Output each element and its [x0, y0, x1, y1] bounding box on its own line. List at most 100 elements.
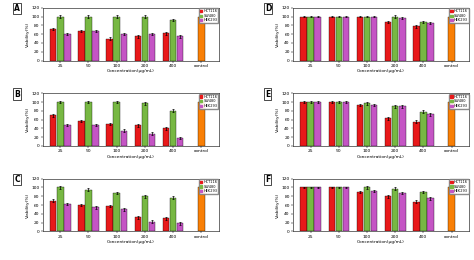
Bar — [120, 34, 127, 61]
Bar — [78, 205, 85, 231]
Text: F: F — [265, 175, 270, 184]
Bar — [85, 190, 92, 231]
Legend: HCT116, SW480, HEK293: HCT116, SW480, HEK293 — [199, 179, 218, 194]
Bar — [64, 204, 71, 231]
Bar — [413, 26, 419, 61]
Bar — [113, 102, 120, 146]
Bar — [385, 196, 392, 231]
Bar — [78, 121, 85, 146]
Bar — [371, 105, 377, 146]
Y-axis label: Viability(%): Viability(%) — [26, 22, 30, 47]
X-axis label: Concentration(μg/mL): Concentration(μg/mL) — [357, 154, 405, 159]
Bar — [120, 209, 127, 231]
Bar — [392, 17, 399, 61]
Text: E: E — [265, 89, 270, 99]
Bar — [314, 187, 321, 231]
Y-axis label: Viability(%): Viability(%) — [276, 22, 280, 47]
Bar — [343, 187, 349, 231]
Bar — [92, 31, 99, 61]
Bar — [163, 33, 169, 61]
Bar — [420, 112, 427, 146]
Y-axis label: Viability(%): Viability(%) — [26, 107, 30, 132]
Text: D: D — [265, 4, 271, 13]
Bar — [50, 29, 56, 61]
Bar — [142, 103, 148, 146]
Bar — [198, 102, 205, 146]
X-axis label: Concentration(μg/mL): Concentration(μg/mL) — [357, 69, 405, 73]
Bar — [301, 187, 307, 231]
Bar — [198, 17, 205, 61]
Bar — [92, 125, 99, 146]
Bar — [142, 17, 148, 61]
Bar — [399, 106, 406, 146]
Bar — [113, 193, 120, 231]
Bar — [135, 36, 141, 61]
Bar — [177, 36, 183, 61]
Bar — [448, 102, 455, 146]
Bar — [357, 17, 363, 61]
Bar — [106, 206, 113, 231]
Bar — [336, 187, 342, 231]
Bar — [106, 38, 113, 61]
Bar — [364, 103, 370, 146]
Bar — [170, 198, 176, 231]
Bar — [420, 192, 427, 231]
Bar — [92, 207, 99, 231]
Bar — [177, 224, 183, 231]
Bar — [85, 17, 92, 61]
Bar — [427, 198, 434, 231]
Text: A: A — [14, 4, 20, 13]
Bar — [198, 187, 205, 231]
Bar — [420, 22, 427, 61]
Bar — [371, 17, 377, 61]
Bar — [413, 122, 419, 146]
X-axis label: Concentration(μg/mL): Concentration(μg/mL) — [357, 240, 405, 244]
Bar — [135, 125, 141, 146]
Bar — [149, 134, 155, 146]
Bar — [170, 20, 176, 61]
X-axis label: Concentration(μg/mL): Concentration(μg/mL) — [107, 154, 155, 159]
Bar — [57, 102, 64, 146]
Text: C: C — [14, 175, 20, 184]
Bar — [135, 217, 141, 231]
Bar — [149, 222, 155, 231]
Bar — [113, 17, 120, 61]
Bar — [328, 102, 335, 146]
Bar — [120, 131, 127, 146]
Bar — [336, 102, 342, 146]
Bar — [427, 23, 434, 61]
Bar — [314, 102, 321, 146]
Legend: HCT116, SW480, HEK293: HCT116, SW480, HEK293 — [449, 9, 469, 23]
Bar — [177, 138, 183, 146]
Bar — [364, 187, 370, 231]
Bar — [163, 128, 169, 146]
Bar — [399, 18, 406, 61]
Y-axis label: Viability(%): Viability(%) — [26, 192, 30, 218]
Bar — [392, 106, 399, 146]
Bar — [301, 102, 307, 146]
Legend: HCT116, SW480, HEK293: HCT116, SW480, HEK293 — [449, 179, 469, 194]
Legend: HCT116, SW480, HEK293: HCT116, SW480, HEK293 — [449, 94, 469, 109]
Text: B: B — [14, 89, 20, 99]
Bar — [385, 22, 392, 61]
Bar — [57, 17, 64, 61]
Bar — [385, 118, 392, 146]
Bar — [371, 191, 377, 231]
Bar — [364, 17, 370, 61]
Y-axis label: Viability(%): Viability(%) — [276, 107, 280, 132]
Bar — [392, 189, 399, 231]
Bar — [413, 202, 419, 231]
Bar — [448, 17, 455, 61]
Bar — [307, 102, 314, 146]
Bar — [427, 114, 434, 146]
Bar — [163, 218, 169, 231]
Bar — [328, 17, 335, 61]
Bar — [357, 192, 363, 231]
Bar — [78, 31, 85, 61]
Bar — [64, 125, 71, 146]
Bar — [50, 201, 56, 231]
X-axis label: Concentration(μg/mL): Concentration(μg/mL) — [107, 69, 155, 73]
Bar — [301, 17, 307, 61]
Bar — [399, 193, 406, 231]
Legend: HCT116, SW480, HEK293: HCT116, SW480, HEK293 — [199, 9, 218, 23]
